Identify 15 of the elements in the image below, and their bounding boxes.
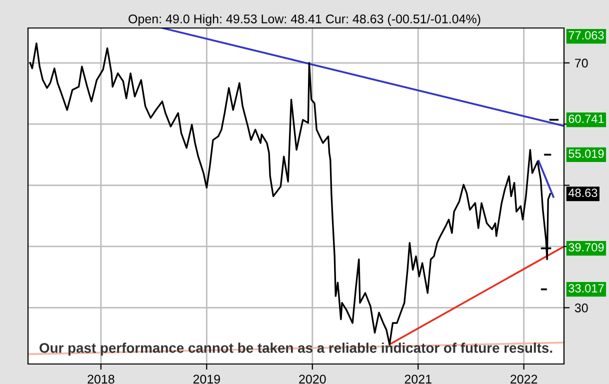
annotation: Our past performance cannot be taken as a reliable indicator of future results. [40, 342, 552, 356]
x-tick-label: 2022 [510, 374, 538, 384]
legend-label: 60.741 [568, 114, 604, 123]
series-label: 33.017 [568, 284, 604, 292]
x-tick-label: 2019 [193, 374, 220, 384]
text: 77.063 [568, 31, 604, 40]
text: 48.63 [568, 188, 598, 198]
series-label: 55.019 [568, 150, 604, 158]
y-tick-label: 70 [575, 58, 588, 68]
x-tick-label: 2018 [88, 374, 114, 384]
x-tick-label: 2020 [299, 374, 326, 384]
y-tick-label: 30 [574, 303, 588, 312]
chart-subtitle: Open: 49.0 High: 49.53 Low: 48.41 Cur: 48.63 (-00.51/-01.04%) [128, 14, 480, 26]
legend-label: 39.709 [568, 243, 604, 252]
x-tick-label: 2021 [404, 374, 432, 384]
